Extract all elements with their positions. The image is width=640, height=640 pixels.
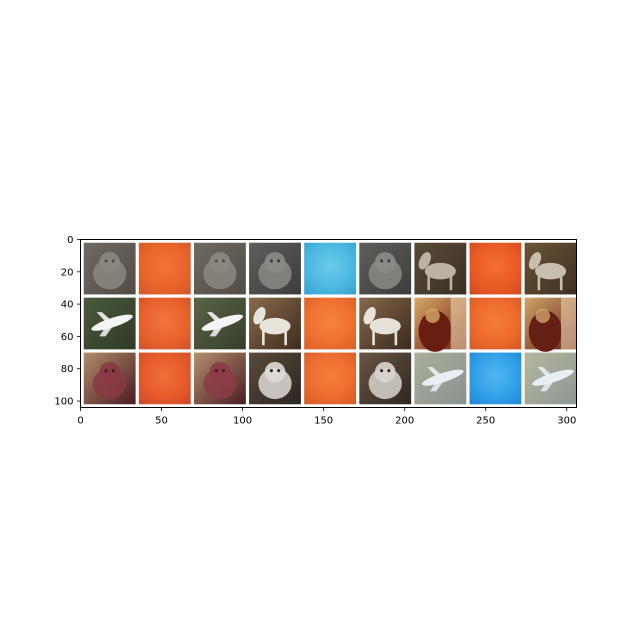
frog-tile [524,297,577,352]
cat-tile [83,242,136,295]
x-tick-label: 50 [155,416,168,427]
y-tick-label: 20 [61,267,74,278]
airplane-tile [524,352,577,405]
airplane-tile [193,297,246,350]
x-axis: 0 50 100 150 200 250 300 [77,407,576,427]
x-tick-label: 200 [395,416,414,427]
dog-tile [359,242,412,295]
generated-tile [138,297,191,350]
axes-frame [80,239,577,408]
cat-tile [83,352,136,405]
x-tick-label: 0 [77,416,83,427]
horse-tile [249,297,301,350]
generated-tile [469,242,522,295]
y-tick-label: 0 [67,235,73,246]
x-tick-label: 250 [476,416,495,427]
airplane-tile [83,297,136,350]
x-tick-label: 100 [233,416,252,427]
x-tick-label: 300 [557,416,576,427]
x-tick-label: 150 [314,416,333,427]
airplane-tile [414,352,467,405]
y-tick-label: 40 [61,300,74,311]
cat-tile [193,242,246,295]
generated-tile [469,352,522,405]
generated-tile [138,242,191,295]
frog-tile [414,297,467,352]
dog-tile [249,242,301,295]
horse-tile [359,297,412,350]
generated-tile [138,352,191,405]
generated-tile [304,352,357,405]
generated-tile [469,297,522,350]
generated-tile [304,242,357,295]
y-tick-label: 100 [54,397,73,408]
cat-tile [359,352,412,405]
y-tick-label: 60 [61,332,74,343]
generated-tile [304,297,357,350]
image-grid [80,239,577,408]
cat-tile [249,352,301,405]
horse-tile [414,242,467,295]
cat-tile [193,352,246,405]
y-tick-label: 80 [61,364,74,375]
y-axis: 0 20 40 60 80 100 [54,235,81,408]
horse-tile [524,242,577,295]
